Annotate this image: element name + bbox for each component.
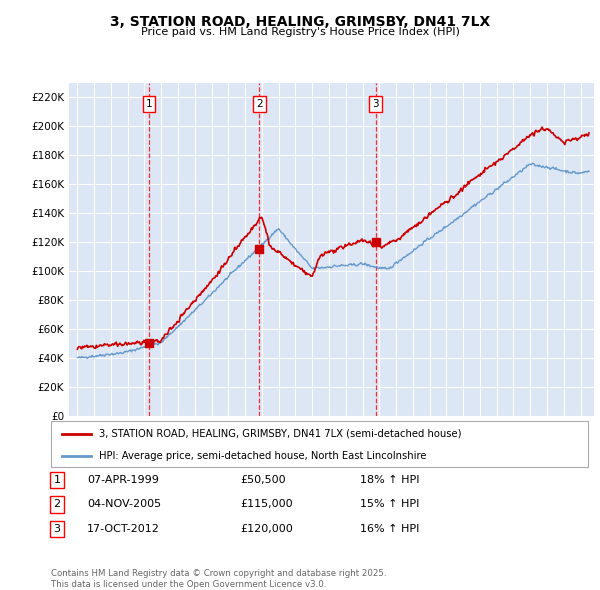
Text: 3: 3 — [53, 525, 61, 534]
Text: £120,000: £120,000 — [240, 525, 293, 534]
Text: 18% ↑ HPI: 18% ↑ HPI — [360, 475, 419, 484]
Text: 2: 2 — [53, 500, 61, 509]
Text: 15% ↑ HPI: 15% ↑ HPI — [360, 500, 419, 509]
Text: 17-OCT-2012: 17-OCT-2012 — [87, 525, 160, 534]
Text: 2: 2 — [256, 99, 263, 109]
Text: 1: 1 — [53, 475, 61, 484]
Text: 16% ↑ HPI: 16% ↑ HPI — [360, 525, 419, 534]
Text: Price paid vs. HM Land Registry's House Price Index (HPI): Price paid vs. HM Land Registry's House … — [140, 27, 460, 37]
Text: 04-NOV-2005: 04-NOV-2005 — [87, 500, 161, 509]
FancyBboxPatch shape — [51, 421, 588, 467]
Text: 3, STATION ROAD, HEALING, GRIMSBY, DN41 7LX (semi-detached house): 3, STATION ROAD, HEALING, GRIMSBY, DN41 … — [100, 429, 462, 439]
Text: 3: 3 — [373, 99, 379, 109]
Text: 3, STATION ROAD, HEALING, GRIMSBY, DN41 7LX: 3, STATION ROAD, HEALING, GRIMSBY, DN41 … — [110, 15, 490, 29]
Text: £115,000: £115,000 — [240, 500, 293, 509]
Text: HPI: Average price, semi-detached house, North East Lincolnshire: HPI: Average price, semi-detached house,… — [100, 451, 427, 461]
Text: 1: 1 — [146, 99, 152, 109]
Text: £50,500: £50,500 — [240, 475, 286, 484]
Text: Contains HM Land Registry data © Crown copyright and database right 2025.
This d: Contains HM Land Registry data © Crown c… — [51, 569, 386, 589]
Text: 07-APR-1999: 07-APR-1999 — [87, 475, 159, 484]
